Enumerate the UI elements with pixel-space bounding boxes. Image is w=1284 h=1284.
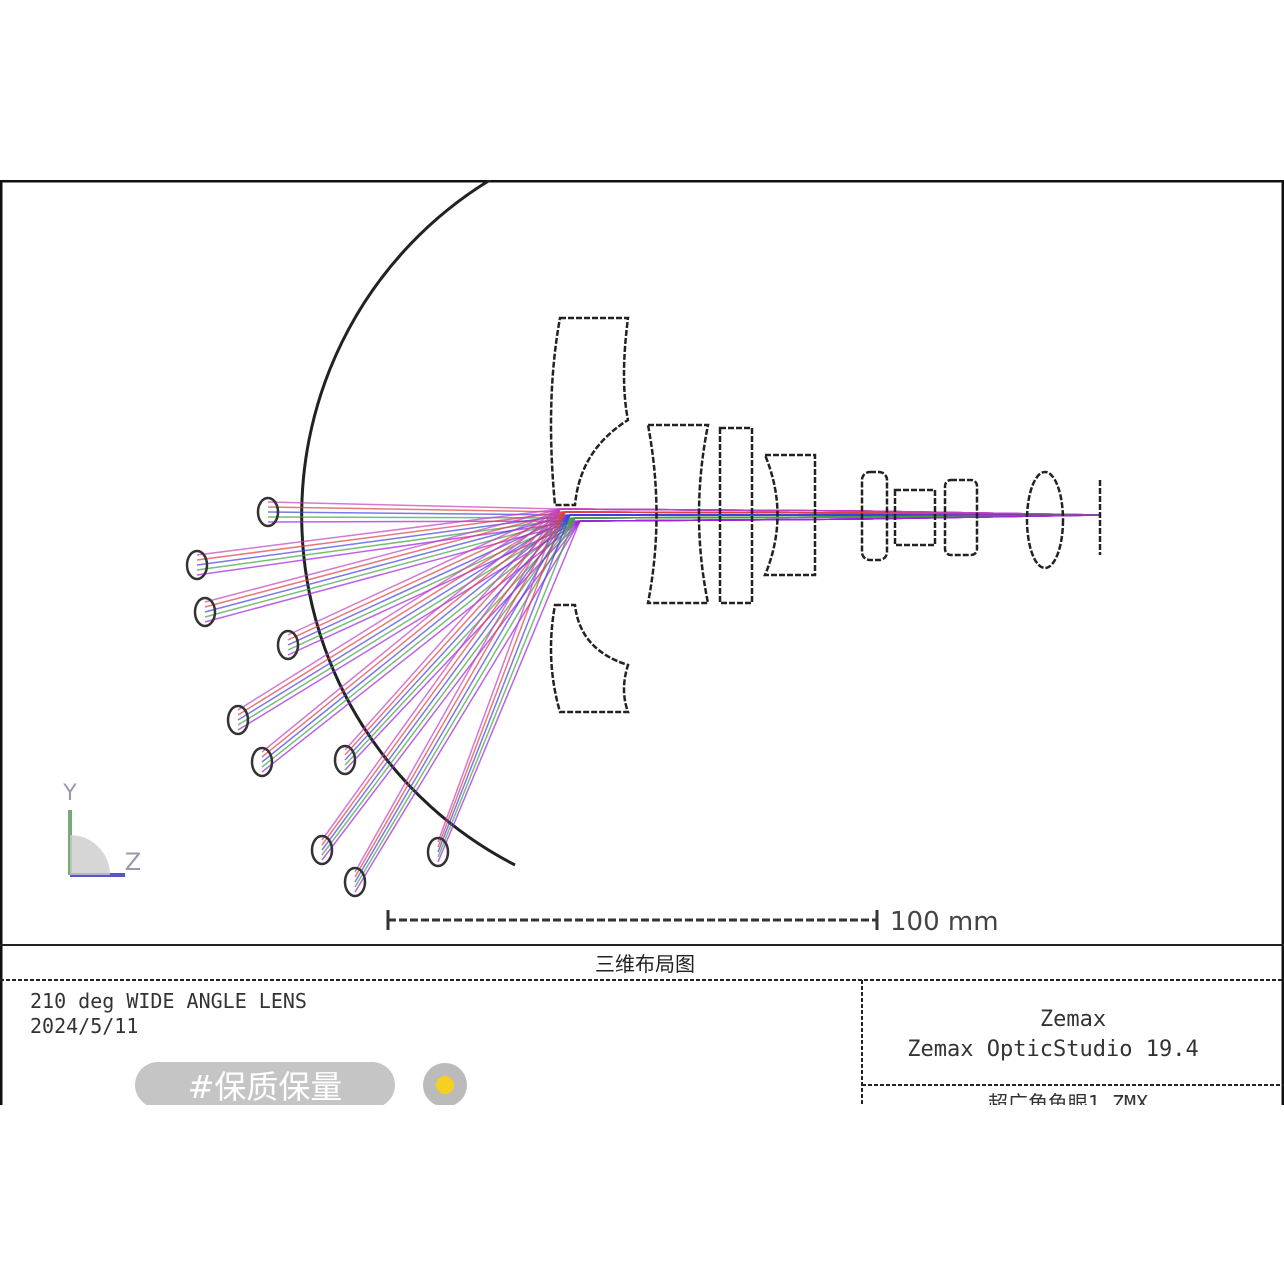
entrance-pupil bbox=[193, 596, 217, 628]
footer-title: 三维布局图 bbox=[595, 952, 695, 976]
tag-text[interactable]: #保质保量 bbox=[188, 1068, 343, 1106]
company: Zemax bbox=[1040, 1007, 1106, 1032]
axis-label: Z bbox=[125, 848, 141, 876]
ray bbox=[437, 514, 1101, 858]
ray bbox=[437, 508, 1101, 843]
entrance-pupil bbox=[226, 704, 250, 736]
entrance-pupil bbox=[185, 549, 209, 581]
entrance-pupil bbox=[250, 746, 274, 778]
axis-label: Y bbox=[62, 781, 77, 806]
file-name: 超广角鱼眼1.ZMX bbox=[988, 1091, 1148, 1115]
layout-window: Y Z 100 mm 三维布局图 210 deg WIDE ANGLE LENS… bbox=[0, 180, 1284, 1115]
ray bbox=[437, 511, 1101, 848]
description: 2024/5/11 bbox=[30, 1014, 138, 1038]
ray bbox=[437, 514, 1100, 853]
description: 210 deg WIDE ANGLE LENS bbox=[30, 989, 307, 1013]
entrance-pupil bbox=[343, 866, 367, 898]
axis-triad: Y Z bbox=[62, 781, 141, 877]
software: Zemax OpticStudio 19.4 bbox=[907, 1037, 1198, 1062]
lens-elements bbox=[549, 316, 1102, 714]
entrance-pupil bbox=[333, 744, 357, 776]
entrance-pupil bbox=[276, 629, 300, 661]
tag-pill[interactable] bbox=[135, 1062, 395, 1108]
tag-icon-sun bbox=[436, 1076, 454, 1094]
window-frame bbox=[0, 180, 1284, 1105]
entrance-pupil bbox=[426, 836, 450, 868]
entrance-pupil bbox=[256, 496, 280, 528]
scale-label: 100 mm bbox=[890, 907, 999, 937]
scale-bar: 100 mm bbox=[386, 907, 999, 937]
entrance-pupil bbox=[310, 834, 334, 866]
